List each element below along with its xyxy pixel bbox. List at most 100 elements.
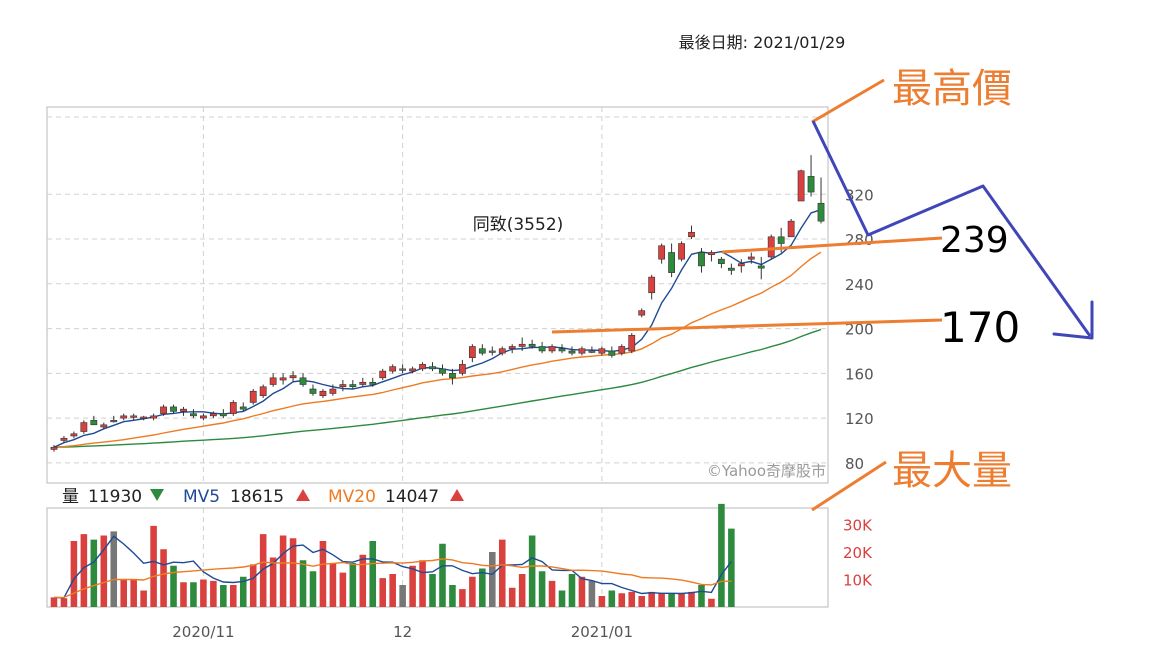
volume-bar: [279, 535, 287, 607]
candle-body: [219, 413, 227, 417]
candle-body: [698, 252, 705, 267]
volume-bar: [50, 597, 58, 607]
support-line-170: [551, 318, 943, 334]
support-line-239: [721, 236, 943, 254]
x-tick-label: 2020/11: [172, 623, 234, 641]
highest-price-annotation: 最高價: [892, 66, 1012, 112]
candle-body: [727, 267, 735, 271]
candle-body: [429, 366, 436, 370]
candle-body: [229, 402, 237, 414]
candle-body: [309, 388, 317, 394]
volume-bar: [449, 585, 456, 607]
volume-bar: [180, 582, 187, 607]
volume-bar: [618, 593, 626, 607]
candle-body: [190, 413, 197, 417]
volume-y-tick-label: 10K: [843, 572, 873, 590]
volume-bar: [90, 539, 98, 607]
candle-body: [787, 220, 795, 238]
candle-body: [538, 346, 546, 352]
ma20-line: [53, 251, 822, 448]
price-y-tick-label: 240: [845, 276, 874, 294]
volume-bar: [399, 585, 406, 607]
volume-plot-frame: [46, 507, 829, 608]
vol-legend-value: 11930: [88, 487, 142, 507]
annotations: 最高價 最大量 239 170: [551, 66, 1094, 512]
candle-body: [269, 377, 277, 385]
volume-bar: [140, 590, 147, 607]
volume-bar: [160, 549, 167, 607]
stock-name-label: 同致(3552): [473, 215, 564, 235]
price-y-tick-label: 160: [845, 365, 874, 383]
candle-body: [488, 350, 496, 353]
candle-body: [508, 346, 516, 350]
volume-bar: [289, 538, 297, 607]
volume-bar: [379, 578, 386, 607]
volume-bar: [678, 593, 685, 607]
volume-bar: [269, 557, 277, 607]
volume-bar: [479, 568, 486, 607]
volume-y-tick-label: 20K: [843, 544, 873, 562]
candle-body: [329, 388, 337, 394]
candle-body: [369, 381, 377, 385]
volume-panel: 2020/11 12 2021/01 10K 20K 30K: [46, 503, 873, 641]
candle-body: [399, 368, 407, 371]
candle-body: [439, 368, 446, 374]
volume-bar: [230, 585, 237, 607]
candle-body: [289, 375, 297, 379]
ma5-trend-up-icon: [296, 489, 310, 501]
candle-body: [618, 346, 626, 354]
volume-bar: [409, 565, 416, 607]
volume-bar: [459, 589, 466, 607]
candle-body: [50, 446, 58, 450]
volume-bar: [259, 534, 267, 607]
candle-body: [359, 381, 367, 385]
price-y-tick-label: 200: [845, 321, 874, 339]
volume-bar: [638, 596, 645, 607]
candle-body: [200, 415, 207, 419]
price-y-tick-label: 120: [845, 410, 874, 428]
vol-legend-label: 量: [62, 487, 79, 507]
candle-body: [339, 384, 347, 388]
candle-body: [668, 252, 675, 273]
volume-bar: [120, 579, 127, 607]
volume-bar: [429, 574, 436, 607]
candle-body: [708, 252, 715, 256]
price-plot-frame: [46, 106, 829, 484]
candle-body: [110, 420, 118, 423]
candle-body: [170, 406, 177, 412]
candle-body: [70, 433, 78, 437]
volume-bar: [628, 591, 636, 607]
candle-body: [160, 406, 167, 414]
candle-body: [628, 334, 636, 352]
volume-y-tick-label: 30K: [843, 517, 873, 535]
volume-bar: [598, 596, 606, 607]
volume-bar: [349, 563, 357, 607]
volume-bar: [80, 534, 88, 607]
volume-bar: [698, 585, 705, 607]
candle-body: [548, 346, 556, 352]
candle-body: [767, 236, 775, 258]
volume-bar: [518, 574, 526, 607]
volume-bar: [70, 541, 78, 607]
ma60-line: [53, 328, 822, 448]
candle-body: [279, 377, 287, 381]
highest-volume-annotation: 最大量: [892, 448, 1012, 494]
price-y-tick-label: 80: [845, 455, 864, 473]
candle-body: [239, 406, 247, 410]
candle-body: [60, 437, 68, 441]
volume-bar: [190, 582, 197, 607]
volume-bar: [369, 541, 377, 607]
volume-bar: [548, 580, 556, 607]
candle-body: [807, 176, 815, 193]
candle-body: [578, 348, 586, 354]
volume-bar: [389, 574, 396, 607]
ma20-legend-label: MV20: [328, 487, 376, 507]
candle-body: [389, 366, 397, 372]
candle-body: [478, 348, 486, 354]
volume-bar: [239, 576, 247, 607]
watermark: ©Yahoo奇摩股市: [707, 462, 826, 480]
candle-body: [797, 170, 805, 202]
last-date-label: 最後日期: 2021/01/29: [679, 33, 846, 52]
volume-bar: [130, 579, 137, 607]
